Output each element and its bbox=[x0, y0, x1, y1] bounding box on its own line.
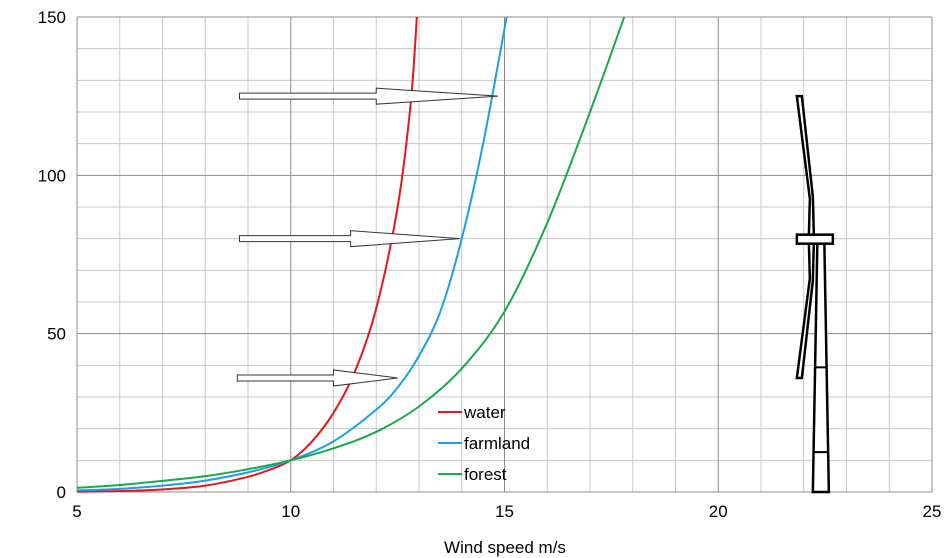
wind-arrow bbox=[238, 230, 460, 248]
y-tick-label: 100 bbox=[38, 166, 66, 185]
legend: water farmland forest bbox=[438, 403, 530, 484]
turbine-blade-upper bbox=[795, 94, 816, 237]
x-tick-label: 20 bbox=[709, 502, 728, 521]
wind-arrow bbox=[238, 87, 499, 105]
series-line-water bbox=[76, 16, 418, 493]
legend-label-forest: forest bbox=[464, 465, 507, 484]
y-tick-label: 50 bbox=[47, 325, 66, 344]
turbine-blade-lower bbox=[795, 240, 816, 380]
x-tick-labels: 5 10 15 20 25 bbox=[72, 502, 941, 521]
y-tick-labels: 0 50 100 150 bbox=[38, 8, 66, 502]
turbine-nacelle bbox=[795, 233, 835, 245]
legend-label-farmland: farmland bbox=[464, 434, 530, 453]
series-line-forest bbox=[76, 16, 626, 489]
y-tick-label: 0 bbox=[57, 483, 66, 502]
series-line-farmland bbox=[76, 16, 508, 492]
wind-turbine-drawing bbox=[795, 94, 835, 494]
x-tick-label: 10 bbox=[281, 502, 300, 521]
major-gridlines bbox=[76, 16, 933, 493]
legend-label-water: water bbox=[463, 403, 506, 422]
x-axis-label: Wind speed m/s bbox=[444, 538, 566, 557]
series-lines bbox=[76, 16, 626, 493]
x-tick-label: 5 bbox=[72, 502, 81, 521]
y-tick-label: 150 bbox=[38, 8, 66, 27]
x-tick-label: 25 bbox=[923, 502, 942, 521]
wind-arrows bbox=[236, 87, 499, 387]
x-tick-label: 15 bbox=[495, 502, 514, 521]
wind-arrow bbox=[236, 369, 398, 387]
